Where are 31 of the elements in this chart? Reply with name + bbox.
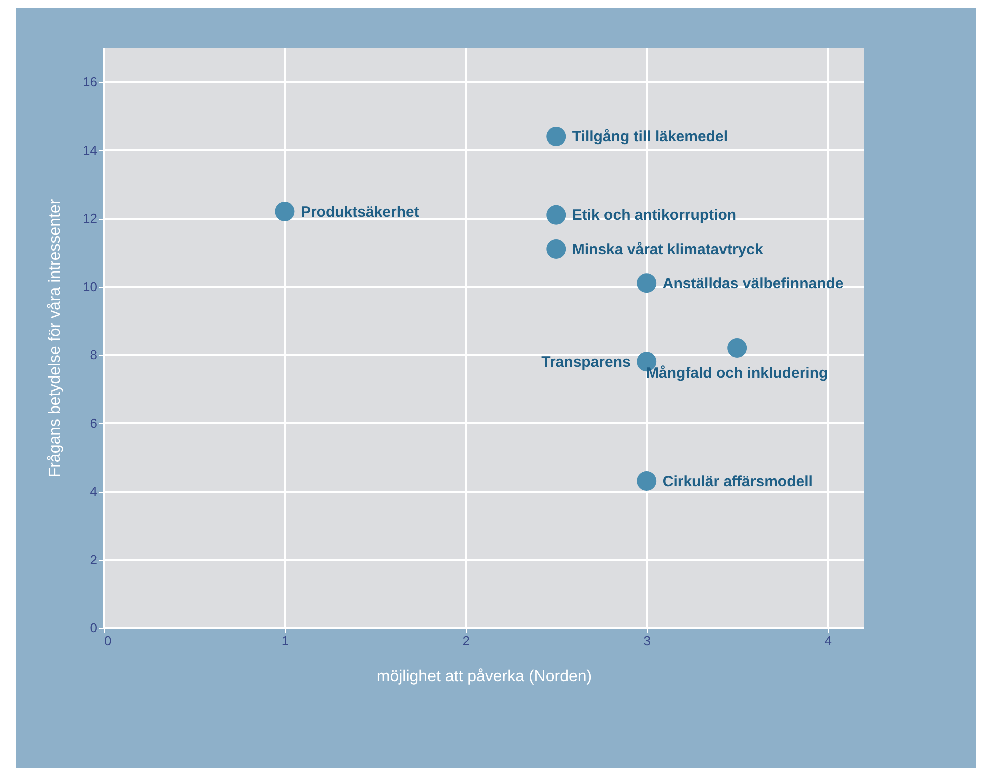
point bbox=[637, 274, 657, 294]
point bbox=[637, 472, 657, 492]
point bbox=[546, 205, 566, 225]
annotation: Minska vårat klimatavtryck bbox=[572, 241, 764, 258]
annotation: Etik och antikorruption bbox=[572, 207, 737, 224]
annotation: Produktsäkerhet bbox=[300, 204, 420, 221]
y-tick-label: 2 bbox=[90, 552, 98, 568]
x-tick-label: 3 bbox=[644, 634, 651, 648]
y-tick-label: 10 bbox=[83, 279, 98, 294]
y-tick-label: 0 bbox=[90, 620, 98, 636]
y-tick-label: 12 bbox=[83, 211, 98, 226]
annotation: Mångfald och inkludering bbox=[646, 365, 828, 382]
point bbox=[728, 338, 748, 358]
x-tick-label: 0 bbox=[104, 634, 112, 648]
x-tick-label: 4 bbox=[824, 634, 832, 648]
x-axis-title: möjlighet att påverka (Norden) bbox=[376, 668, 592, 686]
y-tick-label: 4 bbox=[90, 484, 98, 500]
annotation: Transparens bbox=[542, 354, 631, 371]
point bbox=[546, 126, 566, 146]
y-tick-label: 14 bbox=[83, 142, 98, 158]
y-tick-label: 6 bbox=[90, 416, 98, 431]
annotation: Tillgång till läkemedel bbox=[572, 128, 728, 146]
x-tick-label: 1 bbox=[282, 634, 290, 648]
x-tick-label: 2 bbox=[462, 634, 470, 648]
y-tick-label: 8 bbox=[90, 348, 98, 363]
annotation: Cirkulär affärsmodell bbox=[662, 473, 813, 490]
point bbox=[546, 240, 566, 260]
y-tick-label: 16 bbox=[83, 74, 98, 90]
y-axis-title: Frågans betydelse för våra intressenter bbox=[47, 198, 64, 478]
point bbox=[275, 202, 295, 222]
annotation: Anställdas välbefinnande bbox=[662, 275, 844, 292]
